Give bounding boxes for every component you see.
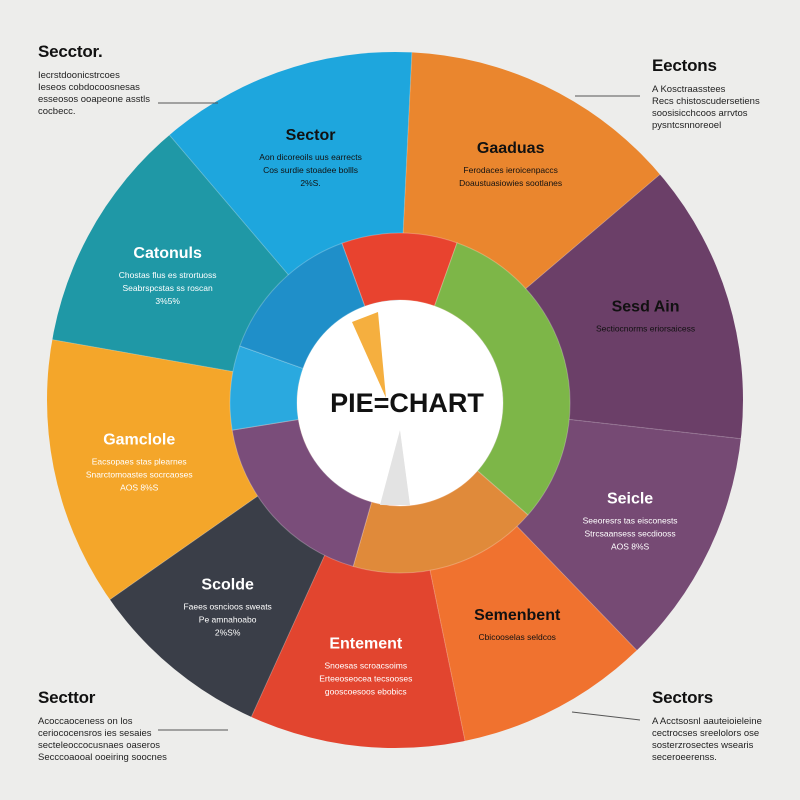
leader-line-3 (571, 711, 641, 721)
slice-labels: Gamclole Eacsopaes stas plearnes Snarctomo… (86, 127, 695, 696)
slice-title: Gamclole (103, 432, 175, 449)
slice-title: Seicle (607, 491, 653, 508)
slice-desc: Eacsopaes stas plearnes (92, 457, 187, 467)
callout-title: Secctor. (38, 42, 103, 61)
slice-desc: Cbicooselas seldcos (478, 632, 555, 642)
callout-top-right: Eectons A Kosctraasstees Recs chistoscud… (652, 56, 792, 132)
slice-title: Sesd Ain (612, 298, 680, 315)
slice-title: Semenbent (474, 607, 561, 624)
callout-line: cectrocses sreelolors ose (652, 728, 760, 739)
slice-desc: Ferodaces ieroicenpaccs (463, 165, 558, 175)
callout-line: Ieseos cobdocoosnesas (38, 82, 140, 93)
callout-line: seceroeerenss. (652, 752, 717, 763)
slice-title: Sector (286, 127, 336, 144)
slice-label-4: Sesd Ain Sectiocnorms eriorsaicess (596, 298, 695, 333)
slice-desc: Strcsaansess secdiooss (584, 529, 675, 539)
slice-label-3: Gaaduas Ferodaces ieroicenpaccs Doaustuasi… (459, 140, 562, 188)
callout-line: A Kosctraasstees (652, 84, 726, 95)
slice-desc: Cos surdie stoadee bollls (263, 165, 358, 175)
slice-title: Scolde (201, 577, 254, 594)
leader-lines (158, 95, 641, 731)
center-shadow (380, 430, 410, 505)
slice-desc: Seabrspcstas ss roscan (123, 283, 214, 293)
slice-desc: Pe amnahoabo (199, 615, 257, 625)
slice-desc: 3%5% (155, 296, 180, 306)
center-disc (297, 300, 503, 506)
slice-label-7: Entement Snoesas scroacsoims Erteeoseocea … (319, 635, 412, 696)
callout-line: Acoccaoceness on los (38, 716, 133, 727)
slice-desc: 2%S% (215, 628, 241, 638)
slice-label-6: Semenbent Cbicooselas seldcos (474, 607, 561, 642)
callout-line: A Acctsosnl aauteioieleine (652, 716, 762, 727)
callout-line: secteleoccocusnaes oaseros (38, 740, 160, 751)
slice-title: Gaaduas (477, 140, 545, 157)
callout-title: Sectors (652, 688, 713, 707)
callout-top-left: Secctor. Iecrstdoonicstrcoes Ieseos cobd… (38, 42, 208, 118)
slice-label-1: Catonuls Chostas flus es strortuoss Seabrs… (119, 245, 217, 306)
slice-desc: Snoesas scroacsoims (324, 660, 407, 670)
callout-line: Secccoaooal ooeiring soocnes (38, 752, 167, 763)
callout-line: pysntcsnnoreoel (652, 120, 722, 131)
slice-label-8: Scolde Faees osncioos sweats Pe amnahoabo 2… (183, 577, 271, 638)
slice-label-5: Seicle Seeoresrs tas eisconests Strcsaanse… (583, 491, 678, 552)
callout-line: soosisicchcoos arrvtos (652, 108, 748, 119)
slice-desc: AOS 8%S (611, 542, 650, 552)
callout-line: Iecrstdoonicstrcoes (38, 70, 120, 81)
slice-label-2: Sector Aon dicoreoils uus earrects Cos sur… (259, 127, 362, 188)
callout-bottom-right: Sectors A Acctsosnl aauteioieleine cectr… (652, 688, 792, 764)
slice-desc: Snarctomoastes socrcaoses (86, 470, 193, 480)
slice-label-0: Gamclole Eacsopaes stas plearnes Snarctomo… (86, 432, 193, 493)
slice-desc: 2%S. (300, 178, 320, 188)
inner-ring (229, 232, 571, 574)
callout-line: esseosos ooapeone asstls (38, 94, 150, 105)
slice-desc: Seeoresrs tas eisconests (583, 516, 678, 526)
chart-title: PIE=CHART (330, 388, 484, 418)
slice-desc: Erteeoseocea tecsooses (319, 673, 412, 683)
slice-desc: Aon dicoreoils uus earrects (259, 152, 362, 162)
callout-title: Eectons (652, 56, 717, 75)
callout-line: Recs chistoscudersetiens (652, 96, 760, 107)
center-pointer (352, 312, 386, 398)
slice-title: Catonuls (133, 245, 202, 262)
slice-title: Entement (329, 635, 403, 652)
callout-line: sosterzrosectes wsearis (652, 740, 754, 751)
slice-desc: Faees osncioos sweats (183, 602, 271, 612)
slice-desc: gooscoesoos ebobics (325, 686, 407, 696)
callout-line: cocbecc. (38, 106, 76, 117)
slice-desc: Sectiocnorms eriorsaicess (596, 323, 695, 333)
callout-bottom-left: Secttor Acoccaoceness on los ceriococens… (38, 688, 208, 764)
slice-desc: Doaustuasiowies sootlanes (459, 178, 562, 188)
slice-desc: Chostas flus es strortuoss (119, 270, 217, 280)
callout-line: ceriococensros ies sesaies (38, 728, 152, 739)
callout-title: Secttor (38, 688, 96, 707)
slice-desc: AOS 8%S (120, 483, 159, 493)
